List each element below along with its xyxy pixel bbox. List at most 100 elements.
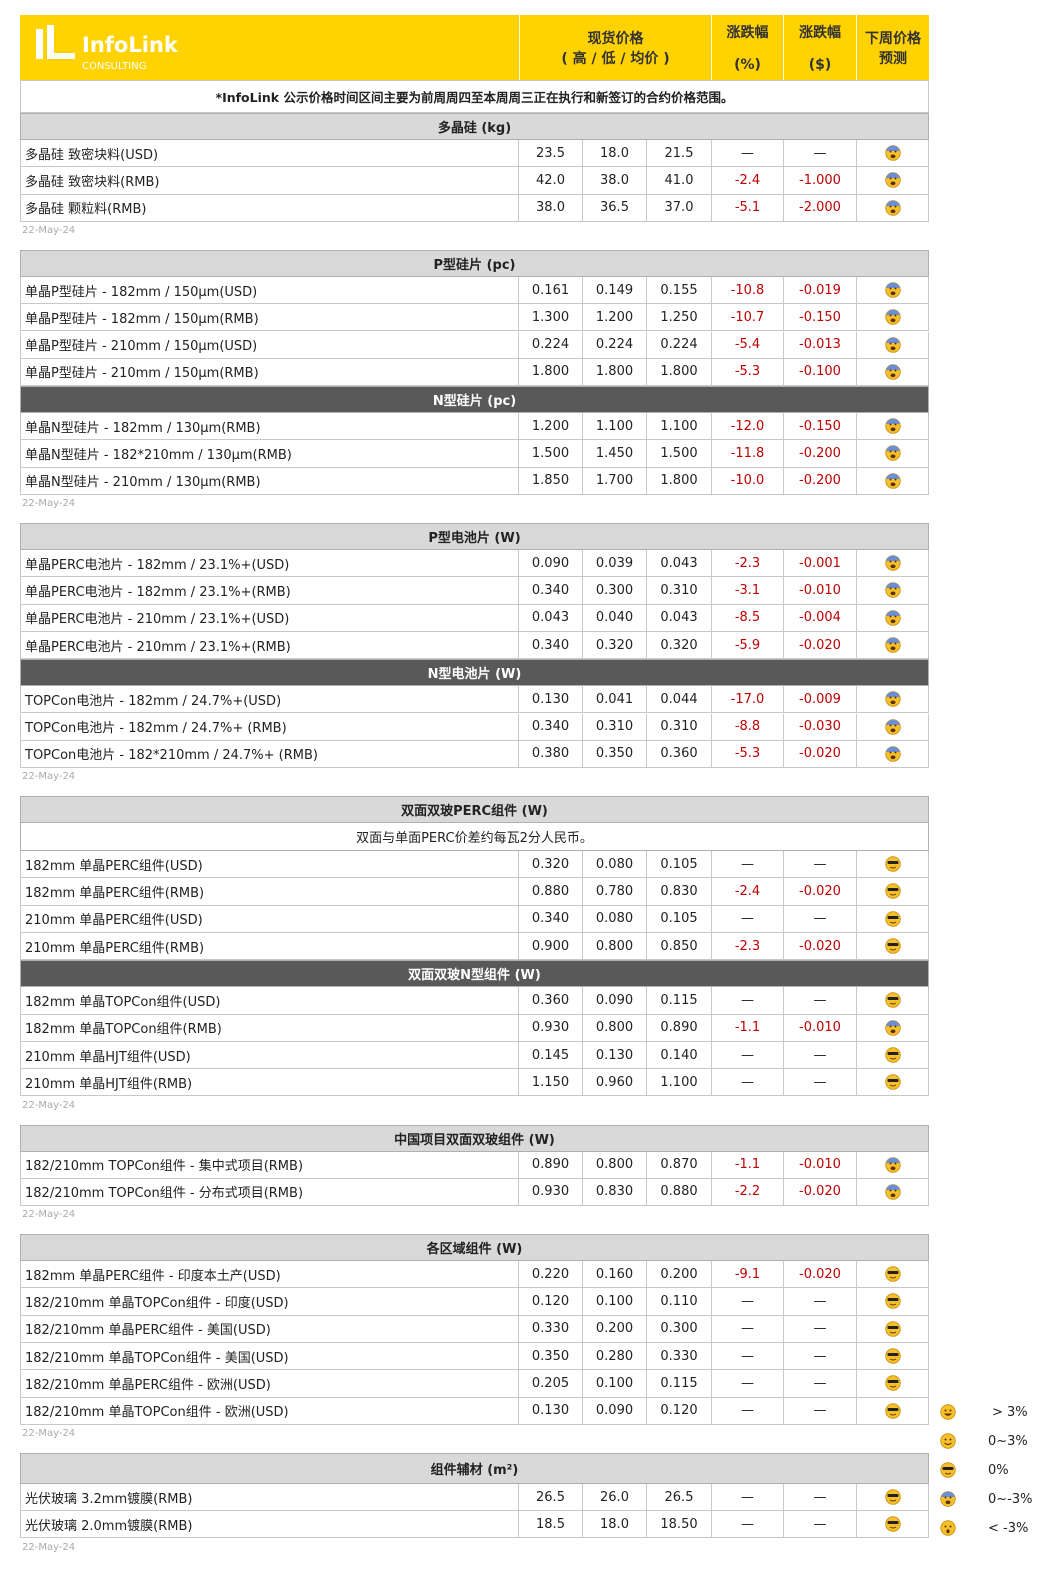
forecast-icon [885, 718, 901, 735]
cell-value: 0.224 [583, 331, 647, 359]
cell-value: -3.1 [712, 577, 784, 605]
forecast-icon [885, 1293, 901, 1310]
forecast-cell [857, 905, 929, 933]
cell-value: 36.5 [583, 194, 647, 222]
section-header: N型电池片 (W) [20, 659, 929, 687]
forecast-icon [885, 938, 901, 954]
forecast-cell [857, 740, 929, 769]
cell-value: 0.930 [519, 1178, 583, 1207]
brand: InfoLink [82, 33, 178, 57]
cell-value: — [712, 905, 784, 933]
section-header: 多晶硅 (kg) [20, 113, 929, 140]
cell-value: — [784, 1483, 857, 1512]
section-header: 双面双玻N型组件 (W) [20, 960, 929, 988]
forecast-icon [885, 172, 901, 188]
cell-value: 0.780 [583, 878, 647, 906]
forecast-icon [885, 418, 901, 434]
legend-label: 0~-3% [988, 1492, 1033, 1507]
forecast-icon [885, 445, 901, 462]
cell-value: 0.160 [583, 1261, 647, 1289]
cell-value: — [784, 140, 857, 168]
section-header: 组件辅材 (m²) [20, 1452, 929, 1484]
forecast-icon [940, 1433, 956, 1449]
cell-value: 0.360 [647, 740, 712, 769]
forecast-icon [885, 637, 901, 653]
cell-value: 0.161 [519, 276, 583, 305]
cell-value: 0.320 [647, 631, 712, 660]
cell-value: 1.100 [583, 413, 647, 441]
row-name: 210mm 单晶HJT组件(RMB) [20, 1069, 519, 1097]
cell-value: -0.020 [784, 1261, 857, 1289]
cell-value: -0.020 [784, 878, 857, 906]
row-name: 182mm 单晶TOPCon组件(USD) [20, 987, 519, 1015]
row-name: 210mm 单晶HJT组件(USD) [20, 1041, 519, 1070]
cell-value: — [784, 905, 857, 933]
row-name: 多晶硅 致密块料(USD) [20, 140, 519, 168]
cell-value: 0.350 [583, 740, 647, 769]
cell-value: -5.4 [712, 331, 784, 359]
cell-value: 0.310 [647, 577, 712, 605]
row-name: 182/210mm TOPCon组件 - 分布式项目(RMB) [20, 1178, 519, 1207]
note: *InfoLink 公示价格时间区间主要为前周周四至本周周三正在执行和新签订的合… [20, 80, 929, 113]
cell-value: 0.080 [583, 905, 647, 933]
cell-value: — [712, 851, 784, 879]
cell-value: 0.140 [647, 1041, 712, 1070]
forecast-icon [885, 472, 901, 489]
forecast-cell [857, 1483, 929, 1512]
cell-value: 0.120 [647, 1397, 712, 1425]
forecast-cell [857, 987, 929, 1015]
text: 涨跌幅 [799, 25, 841, 42]
cell-value: 1.200 [583, 304, 647, 332]
cell-value: 41.0 [647, 167, 712, 195]
cell-value: 0.320 [583, 631, 647, 660]
row-name: 单晶PERC电池片 - 182mm / 23.1%+(USD) [20, 550, 519, 578]
cell-value: 0.960 [583, 1069, 647, 1097]
text: ( 高 / 低 / 均价 ) [561, 50, 670, 67]
forecast-cell [857, 1315, 929, 1343]
cell-value: 0.880 [519, 878, 583, 906]
forecast-icon [885, 1019, 901, 1036]
text: 预测 [879, 50, 907, 67]
legend-label: > 3% [992, 1405, 1028, 1420]
forecast-cell [857, 550, 929, 578]
text: 下周价格 [865, 30, 921, 47]
cell-value: 0.224 [519, 331, 583, 359]
forecast-icon [885, 1402, 901, 1419]
date: 22-May-24 [22, 771, 76, 783]
cell-value: — [712, 1315, 784, 1343]
forecast-icon [885, 691, 901, 707]
row-name: 单晶P型硅片 - 182mm / 150μm(RMB) [20, 304, 519, 332]
forecast-icon [885, 1489, 901, 1505]
cell-value: 1.250 [647, 304, 712, 332]
section-header: 各区域组件 (W) [20, 1234, 929, 1262]
forecast-icon [885, 145, 901, 161]
legend-label: < -3% [988, 1521, 1029, 1536]
cell-value: 0.200 [647, 1261, 712, 1289]
logo [36, 25, 76, 65]
row-name: 182/210mm 单晶TOPCon组件 - 欧洲(USD) [20, 1397, 519, 1425]
cell-value: 0.224 [647, 331, 712, 359]
row-name: 单晶PERC电池片 - 210mm / 23.1%+(RMB) [20, 631, 519, 660]
cell-value: — [784, 851, 857, 879]
section-note: 双面与单面PERC价差约每瓦2分人民币。 [20, 823, 929, 852]
cell-value: 0.200 [583, 1315, 647, 1343]
forecast-cell [857, 878, 929, 906]
cell-value: 0.930 [519, 1014, 583, 1042]
cell-value: -8.5 [712, 604, 784, 632]
cell-value: — [784, 1288, 857, 1316]
cell-value: 0.300 [647, 1315, 712, 1343]
cell-value: 1.200 [519, 413, 583, 441]
forecast-cell [857, 686, 929, 714]
row-name: 单晶PERC电池片 - 210mm / 23.1%+(USD) [20, 604, 519, 632]
cell-value: 0.100 [583, 1288, 647, 1316]
forecast-icon [885, 1266, 901, 1282]
table-header: InfoLink CONSULTING 现货价格 ( 高 / 低 / 均价 ) 涨… [20, 15, 929, 80]
cell-value: -0.001 [784, 550, 857, 578]
cell-value: — [712, 987, 784, 1015]
cell-value: 0.360 [519, 987, 583, 1015]
cell-value: -0.004 [784, 604, 857, 632]
cell-value: 0.800 [583, 1151, 647, 1179]
cell-value: 18.0 [583, 1511, 647, 1539]
cell-value: 0.090 [583, 987, 647, 1015]
